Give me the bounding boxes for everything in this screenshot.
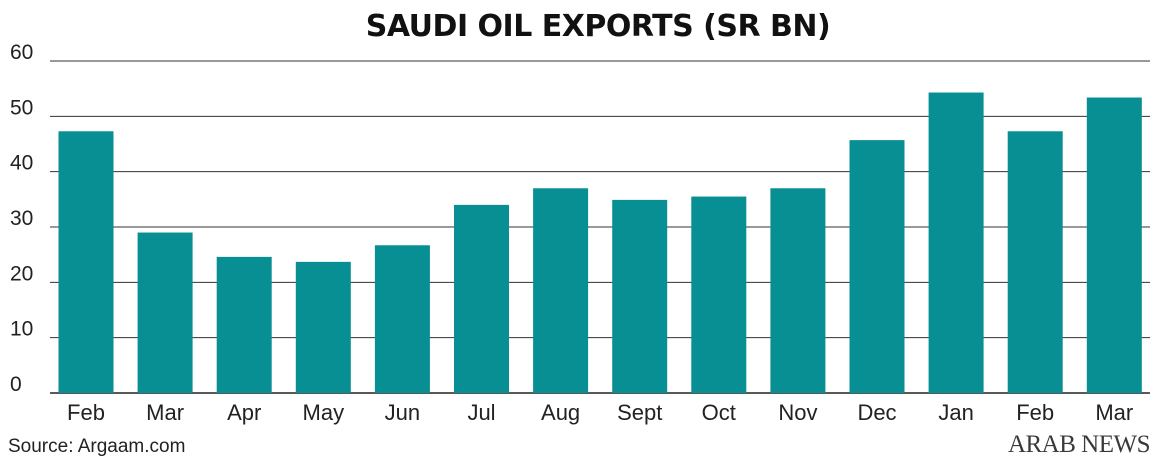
bar-6 [533,188,589,393]
x-tick-label: Mar [1095,400,1133,425]
y-tick-label: 40 [10,152,33,175]
bar-13 [1086,97,1142,394]
x-tick-label: Jan [938,400,973,425]
x-tick-label: Oct [702,400,736,425]
bar-1 [137,232,193,393]
y-tick-label: 0 [10,373,22,396]
bar-5 [454,204,509,393]
x-tick-label: Feb [67,400,105,425]
bar-11 [928,92,984,393]
brand-logo: ARAB NEWS [1008,431,1150,458]
y-tick-label: 10 [10,318,33,341]
x-tick-label: Apr [227,400,261,425]
y-tick-label: 20 [10,262,33,285]
chart-title: SAUDI OIL EXPORTS (SR BN) [366,9,830,44]
x-tick-label: Nov [778,400,817,425]
bar-9 [770,188,826,393]
x-tick-label: Mar [146,400,184,425]
bar-12 [1007,131,1063,394]
bar-4 [374,245,430,393]
bar-8 [691,196,747,393]
y-tick-label: 30 [10,207,33,230]
y-axis-ticks: 0 10 20 30 40 50 60 [10,41,33,396]
bar-7 [612,199,668,393]
gridlines [50,60,1150,394]
x-tick-label: Jun [385,400,420,425]
x-tick-label: Dec [857,400,896,425]
bar-10 [849,140,905,393]
x-tick-label: Feb [1016,400,1054,425]
x-tick-label: May [303,400,345,425]
y-tick-label: 50 [10,96,33,119]
source-note: Source: Argaam.com [8,436,185,457]
x-axis-ticks: Feb Mar Apr May Jun Jul Aug Sept Oct Nov Dec Jan Feb… [67,400,1133,425]
x-tick-label: Aug [541,400,580,425]
y-tick-label: 60 [10,41,33,64]
bars [58,92,1142,394]
x-tick-label: Jul [467,400,495,425]
bar-2 [216,256,272,393]
bar-0 [58,131,114,394]
x-tick-label: Sept [617,400,662,425]
bar-3 [295,261,351,393]
